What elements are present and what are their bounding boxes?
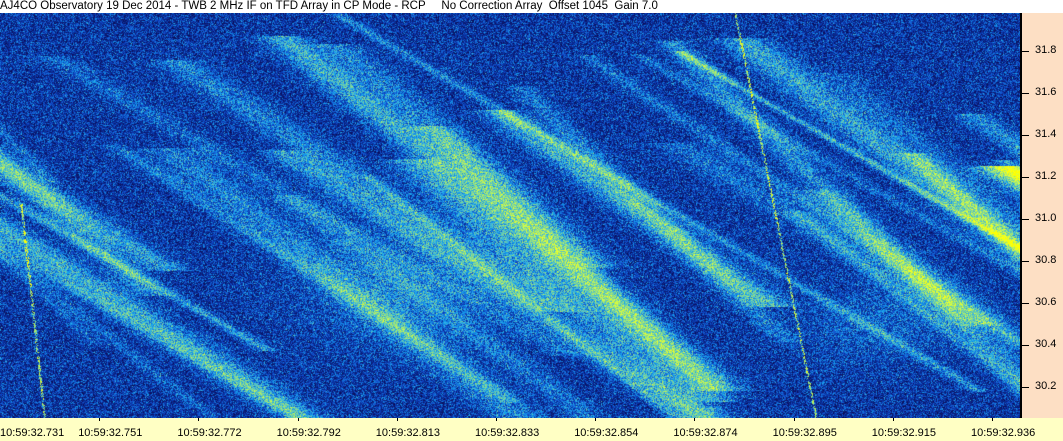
x-tick-label: 10:59:32.833	[475, 427, 540, 439]
x-tick	[595, 418, 597, 421]
x-tick	[396, 418, 398, 421]
x-tick	[99, 418, 101, 421]
x-tick	[892, 418, 894, 421]
y-tick-label: 30.2	[1035, 379, 1057, 392]
y-tick	[1022, 50, 1029, 52]
y-tick	[1022, 260, 1029, 262]
x-tick	[694, 418, 696, 421]
x-tick	[793, 418, 795, 421]
y-tick	[1022, 92, 1029, 94]
y-tick-label: 31.4	[1035, 127, 1057, 140]
spectrogram-plot	[0, 13, 1020, 418]
x-tick-label: 10:59:32.792	[276, 427, 341, 439]
x-tick-label: 10:59:32.731	[0, 427, 65, 439]
x-tick-label: 10:59:32.854	[574, 427, 639, 439]
y-tick	[1022, 218, 1029, 220]
x-tick-label: 10:59:32.915	[871, 427, 937, 439]
y-tick	[1022, 386, 1029, 388]
x-tick-label: 10:59:32.772	[177, 427, 242, 439]
x-tick	[496, 418, 497, 421]
time-axis: 10:59:32.731 10:59:32.751 10:59:32.772 10:5…	[0, 418, 1063, 441]
x-tick-label: 10:59:32.874	[673, 427, 738, 439]
x-tick-label: 10:59:32.751	[78, 427, 143, 439]
y-tick-label: 30.4	[1035, 337, 1057, 350]
y-tick	[1022, 176, 1029, 178]
y-tick-label: 31.8	[1035, 43, 1057, 56]
y-tick-label: 30.8	[1035, 253, 1057, 266]
y-tick-label: 30.6	[1035, 295, 1057, 308]
y-tick	[1022, 134, 1029, 136]
x-tick-label: 10:59:32.936	[971, 427, 1036, 439]
x-tick	[198, 418, 200, 421]
x-tick	[297, 418, 299, 421]
y-tick-label: 31.2	[1035, 169, 1057, 182]
y-tick-label: 31.6	[1035, 85, 1057, 98]
y-tick	[1022, 344, 1029, 346]
chart-title: AJ4CO Observatory 19 Dec 2014 - TWB 2 MH…	[0, 0, 1063, 13]
y-tick-label: 31.0	[1035, 211, 1057, 224]
x-tick	[992, 418, 993, 421]
y-tick	[1022, 302, 1029, 304]
x-tick-label: 10:59:32.895	[772, 427, 837, 439]
frequency-axis: 31.8 31.6 31.4 31.2 31.0 30.8 30.6 30.4 30.2	[1020, 13, 1063, 418]
x-tick-label: 10:59:32.813	[375, 427, 441, 439]
